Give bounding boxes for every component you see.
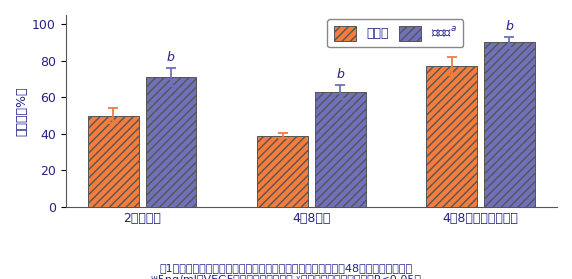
Text: b: b: [336, 68, 344, 81]
Bar: [315, 92, 366, 207]
Bar: [257, 136, 308, 207]
Bar: [426, 66, 477, 207]
Y-axis label: 発生率（%）: 発生率（%）: [15, 86, 28, 136]
Text: 図1．体外培養牛胚の発生に及ぼすＶＥＧＦの添加効果（媒精48時間後の発生率）: 図1．体外培養牛胚の発生に及ぼすＶＥＧＦの添加効果（媒精48時間後の発生率）: [160, 263, 412, 273]
Text: b: b: [167, 51, 175, 64]
Bar: [88, 116, 139, 207]
Text: ᵚ5ng/mlのVEGFを発生培地に添加、 ᵛ対照区との間に有意差（P<0.05）: ᵚ5ng/mlのVEGFを発生培地に添加、 ᵛ対照区との間に有意差（P<0.05…: [151, 275, 421, 279]
Text: b: b: [505, 20, 513, 33]
Bar: [146, 77, 196, 207]
Legend: 対照区, 添加区$^a$: 対照区, 添加区$^a$: [327, 19, 463, 47]
Bar: [484, 42, 535, 207]
